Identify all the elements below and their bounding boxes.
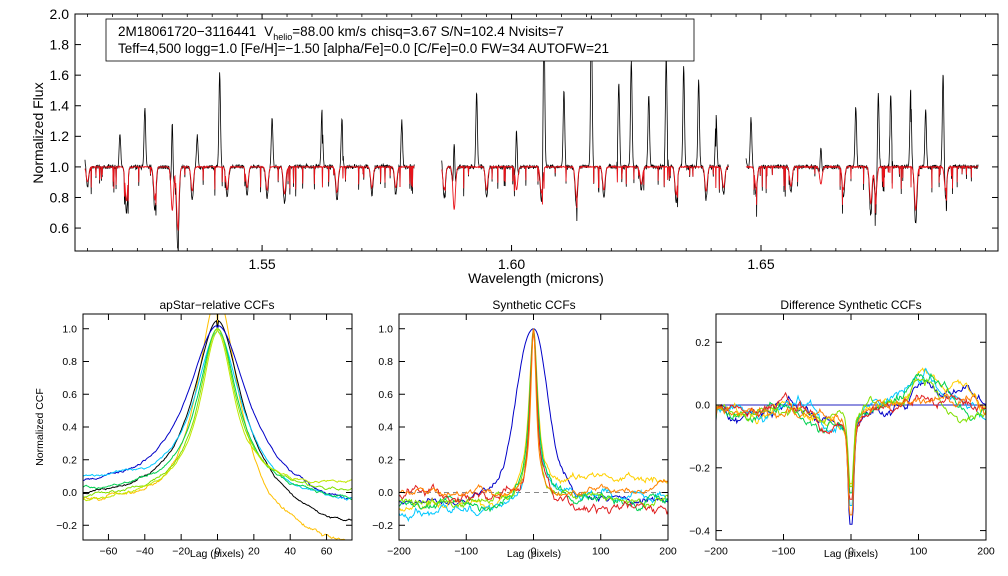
- apstar-ccf-ylabel: Normalized CCF: [34, 388, 46, 466]
- difference-ccf-xtick-label: 200: [977, 546, 995, 558]
- spectrum-ytick-label: 1.2: [50, 128, 70, 144]
- fit-stats: chisq=3.67 S/N=102.4 Nvisits=7: [371, 24, 564, 39]
- apstar-ccf-ytick-label: 1.0: [62, 323, 77, 335]
- spectrum-xtick-label: 1.65: [747, 256, 774, 272]
- spectrum-xtick-label: 1.60: [498, 256, 525, 272]
- apstar-ccf-lines: [83, 314, 352, 540]
- difference-ccf-xtick-label: −200: [704, 546, 728, 558]
- synthetic-ccf-ytick-label: 0.8: [378, 356, 393, 368]
- spectrum-ytick-label: 1.0: [50, 159, 70, 175]
- spectrum-ytick-label: 2.0: [50, 6, 70, 22]
- difference-ccf-xtick-label: −100: [772, 546, 796, 558]
- difference-ccf-series-visit7: [716, 393, 986, 516]
- apstar-ccf-xtick-label: 40: [284, 546, 296, 558]
- spectrum-ytick-label: 1.4: [50, 98, 70, 114]
- synthetic-ccf-xlabel: Lag (pixels): [507, 548, 561, 560]
- apstar-ccf-xtick-label: 60: [321, 546, 333, 558]
- synthetic-ccf-xtick-label: 0: [531, 546, 537, 558]
- apstar-ccf-xtick-label: 20: [248, 546, 260, 558]
- difference-ccf-xtick-label: 100: [910, 546, 928, 558]
- apstar-ccf-ytick-label: −0.2: [56, 520, 77, 532]
- synthetic-ccf-ytick-label: 0.0: [378, 487, 393, 499]
- difference-ccf-ytick-label: 0.2: [695, 337, 710, 349]
- spectrum-lines: [84, 14, 979, 252]
- synthetic-ccf-series-visit7: [399, 328, 668, 497]
- apstar-ccf-panel: −60 −40 −20 0 20 40 60 −0.2 0.0 0.2 0.4 0.6 0.8 1.0 a…: [34, 298, 353, 560]
- apstar-ccf-ticks: −60 −40 −20 0 20 40 60 −0.2 0.0 0.2 0.4 0.6 0.8 1.0: [56, 314, 352, 558]
- spectrum-panel: 1.55 1.60 1.65 0.6 0.8 1.0 1.2 1.4 1.6 1.8 2.0 2M1…: [30, 6, 999, 286]
- difference-ccf-ytick-label: −0.2: [689, 462, 710, 474]
- apstar-ccf-xtick-label: −40: [136, 546, 154, 558]
- spectrum-ytick-label: 0.6: [50, 220, 70, 236]
- synthetic-spectrum-chip-3: [745, 164, 979, 214]
- apstar-ccf-ytick-label: 0.4: [62, 422, 77, 434]
- difference-ccf-xlabel: Lag (pixels): [824, 548, 878, 560]
- synthetic-ccf-ticks: −200 −100 0 100 200 −0.2 0.0 0.2 0.4 0.6 0.8 1.0: [372, 314, 677, 558]
- annotation-box: [105, 18, 695, 62]
- synthetic-ccf-ytick-label: −0.2: [372, 520, 393, 532]
- synthetic-ccf-ytick-label: 1.0: [378, 323, 393, 335]
- spectrum-ytick-label: 1.6: [50, 67, 70, 83]
- apstar-ccf-xtick-label: 0: [215, 546, 221, 558]
- synthetic-spectrum-chip-1: [84, 164, 415, 231]
- apstar-ccf-series-visit7: [83, 326, 352, 502]
- difference-ccf-title: Difference Synthetic CCFs: [780, 298, 921, 312]
- synthetic-ccf-ytick-label: 0.4: [378, 422, 393, 434]
- synthetic-ccf-xtick-label: −200: [387, 546, 411, 558]
- v-helio-value: =88.00 km/s: [292, 24, 366, 39]
- difference-ccf-series-visit6: [716, 391, 986, 500]
- synthetic-ccf-title: Synthetic CCFs: [492, 298, 575, 312]
- difference-ccf-ticks: −200 −100 0 100 200 −0.4 −0.2 0.0 0.2: [689, 314, 995, 558]
- difference-ccf-xtick-label: 0: [848, 546, 854, 558]
- spectrum-ticks: 1.55 1.60 1.65 0.6 0.8 1.0 1.2 1.4 1.6 1.8 2.0: [50, 6, 998, 272]
- difference-ccf-ytick-label: 0.0: [695, 400, 710, 412]
- apstar-ccf-ytick-label: 0.0: [62, 487, 77, 499]
- synthetic-spectrum-chip-2: [441, 164, 729, 210]
- spectrum-ytick-label: 1.8: [50, 36, 70, 52]
- difference-ccf-ytick-label: −0.4: [689, 525, 710, 537]
- synthetic-ccf-lines: [399, 328, 668, 523]
- spectrum-xtick-label: 1.55: [248, 256, 275, 272]
- synthetic-ccf-ytick-label: 0.2: [378, 454, 393, 466]
- difference-ccf-panel: −200 −100 0 100 200 −0.4 −0.2 0.0 0.2 Difference…: [689, 298, 995, 560]
- v-helio-label: V: [264, 24, 273, 39]
- apstar-ccf-ytick-label: 0.8: [62, 356, 77, 368]
- apstar-ccf-ytick-label: 0.6: [62, 389, 77, 401]
- spectrum-ylabel: Normalized Flux: [30, 82, 46, 183]
- difference-ccf-lines: [716, 367, 986, 525]
- synthetic-ccf-ytick-label: 0.6: [378, 389, 393, 401]
- synthetic-ccf-xtick-label: 200: [659, 546, 677, 558]
- star-id: 2M18061720−3116441: [118, 24, 256, 39]
- annotation-line-1: 2M18061720−3116441 Vhelio=88.00 km/s chisq…: [118, 24, 564, 42]
- difference-ccf-series-visit3: [716, 367, 986, 506]
- v-helio-subscript: helio: [273, 32, 292, 42]
- synthetic-ccf-panel: −200 −100 0 100 200 −0.2 0.0 0.2 0.4 0.6 0.8 1.0 Sy…: [372, 298, 677, 560]
- spectrum-ytick-label: 0.8: [50, 189, 70, 205]
- apstar-ccf-xtick-label: −60: [100, 546, 118, 558]
- apstar-ccf-ytick-label: 0.2: [62, 454, 77, 466]
- annotation-line-2: Teff=4,500 logg=1.0 [Fe/H]=−1.50 [alpha/…: [118, 41, 609, 56]
- spectrum-xlabel: Wavelength (microns): [468, 270, 604, 286]
- synthetic-ccf-xtick-label: 100: [592, 546, 610, 558]
- apstar-ccf-xlabel: Lag (pixels): [190, 548, 244, 560]
- apstar-ccf-title: apStar−relative CCFs: [159, 298, 274, 312]
- apstar-ccf-xtick-label: −20: [172, 546, 190, 558]
- synthetic-ccf-xtick-label: −100: [454, 546, 478, 558]
